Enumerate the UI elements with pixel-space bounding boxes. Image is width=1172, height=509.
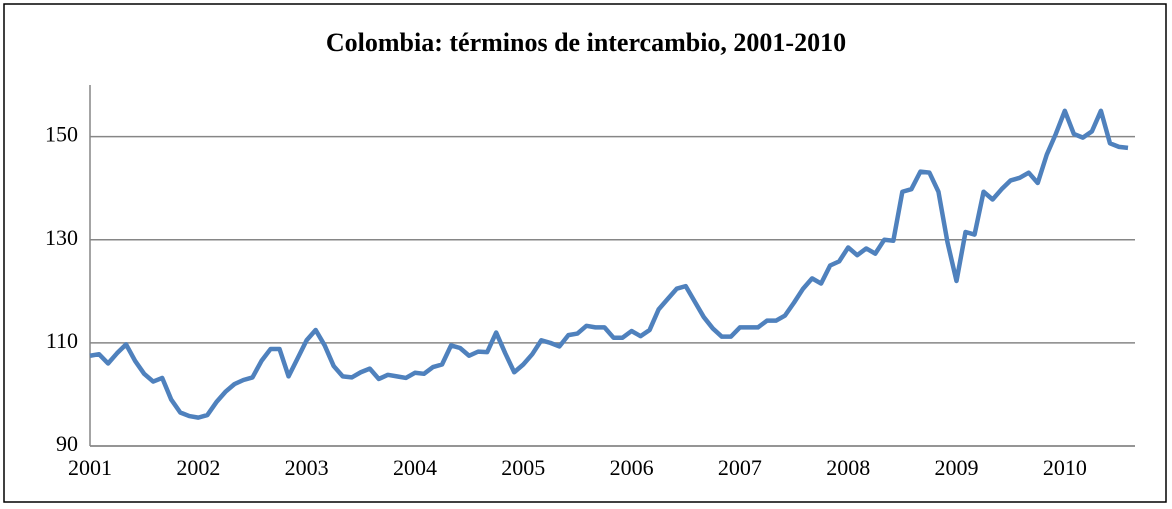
y-tick-label: 90 bbox=[56, 431, 78, 456]
chart-border bbox=[3, 3, 1167, 503]
x-tick-label: 2004 bbox=[393, 455, 437, 480]
x-tick-label: 2002 bbox=[176, 455, 220, 480]
x-tick-label: 2007 bbox=[718, 455, 762, 480]
chart-title: Colombia: términos de intercambio, 2001-… bbox=[326, 28, 846, 57]
x-tick-label: 2010 bbox=[1043, 455, 1087, 480]
y-tick-label: 150 bbox=[45, 122, 78, 147]
x-tick-label: 2001 bbox=[68, 455, 112, 480]
y-tick-label: 130 bbox=[45, 225, 78, 250]
line-series bbox=[89, 108, 1129, 420]
x-tick-label: 2003 bbox=[285, 455, 329, 480]
y-tick-label: 110 bbox=[46, 328, 78, 353]
x-tick-label: 2009 bbox=[935, 455, 979, 480]
x-tick-label: 2005 bbox=[501, 455, 545, 480]
x-tick-label: 2008 bbox=[826, 455, 870, 480]
x-tick-label: 2006 bbox=[610, 455, 654, 480]
